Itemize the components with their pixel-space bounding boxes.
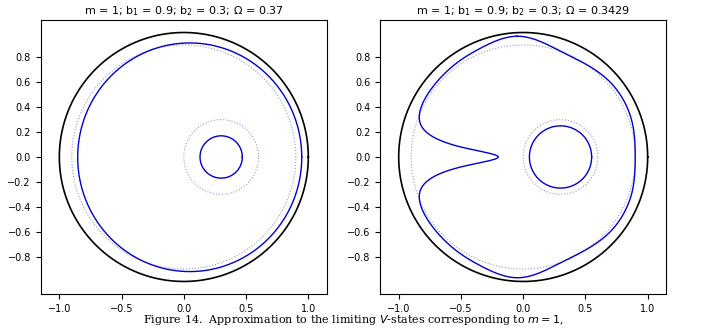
Text: Figure 14.  Approximation to the limiting $V$-states corresponding to $m = 1$,: Figure 14. Approximation to the limiting…: [144, 313, 563, 327]
Title: m = 1; b$_1$ = 0.9; b$_2$ = 0.3; $\Omega$ = 0.37: m = 1; b$_1$ = 0.9; b$_2$ = 0.3; $\Omega…: [84, 4, 284, 18]
Title: m = 1; b$_1$ = 0.9; b$_2$ = 0.3; $\Omega$ = 0.3429: m = 1; b$_1$ = 0.9; b$_2$ = 0.3; $\Omega…: [416, 4, 630, 18]
